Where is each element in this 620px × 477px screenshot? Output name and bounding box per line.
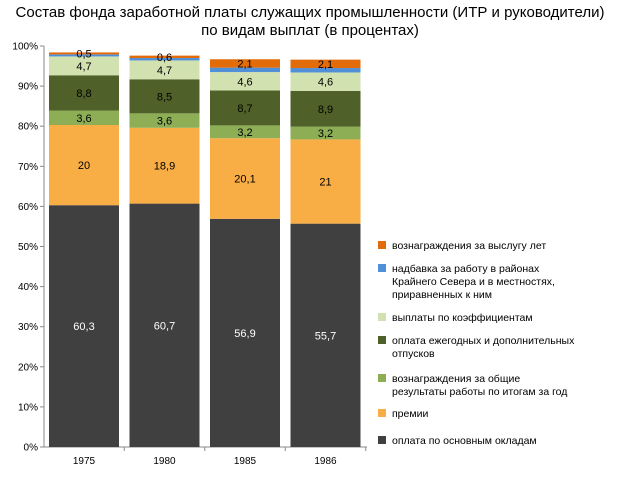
bar-segment [210, 72, 280, 91]
data-label: 0,5 [76, 48, 91, 60]
bar-segment [290, 126, 361, 140]
data-label: 2,1 [318, 59, 333, 71]
data-label: 8,7 [237, 103, 252, 115]
data-label: 4,7 [76, 61, 91, 73]
bar-segment [129, 58, 200, 61]
bar-segment [210, 125, 280, 139]
bar-segment [290, 72, 361, 91]
chart-title-line-1: Состав фонда заработной платы служащих п… [15, 4, 605, 21]
bar-segment [210, 90, 280, 126]
y-tick-label: 10% [18, 402, 38, 413]
legend-label: выплаты по коэффициентам [392, 312, 533, 324]
bar-segment [290, 139, 361, 224]
y-tick-label: 100% [12, 42, 38, 53]
bar-segment [290, 90, 361, 127]
data-label: 8,8 [76, 88, 91, 100]
legend-swatch [378, 264, 386, 272]
bar-segment [49, 56, 119, 76]
x-tick-label: 1980 [153, 456, 176, 467]
legend-label: вознаграждения за выслугу лет [392, 240, 546, 252]
y-tick-label: 80% [18, 122, 38, 133]
data-label: 3,6 [157, 116, 172, 128]
data-label: 3,2 [237, 127, 252, 139]
data-label: 4,7 [157, 65, 172, 77]
bar-segment [129, 60, 200, 80]
data-label: 0,6 [157, 52, 172, 64]
legend-swatch [378, 313, 386, 321]
legend-label: приравненных к ним [392, 289, 492, 301]
chart-legend: вознаграждения за выслугу лет надбавка за… [378, 240, 575, 447]
data-label: 3,6 [76, 113, 91, 125]
bar-segment [210, 59, 280, 68]
legend-label: премии [392, 408, 428, 420]
legend-label: оплата ежегодных и дополнительных [392, 335, 575, 347]
bar-segment [129, 127, 200, 204]
bar-segment [49, 54, 119, 57]
data-label: 60,7 [154, 320, 175, 332]
legend-swatch [378, 409, 386, 417]
y-tick-label: 90% [18, 82, 38, 93]
bar-segment [49, 75, 119, 111]
chart-data-labels: 60,3203,68,84,70,560,718,93,68,54,70,656… [73, 48, 336, 342]
y-tick-label: 70% [18, 162, 38, 173]
data-label: 60,3 [73, 321, 94, 333]
chart-title-line-2: по видам выплат (в процентах) [201, 22, 419, 39]
x-tick-label: 1985 [234, 456, 257, 467]
legend-label: оплата по основным окладам [392, 435, 537, 447]
legend-swatch [378, 374, 386, 382]
legend-label: отпусков [392, 348, 435, 360]
bar-segment [129, 113, 200, 128]
y-tick-label: 50% [18, 242, 38, 253]
data-label: 55,7 [315, 330, 336, 342]
bar-segment [290, 223, 361, 447]
data-label: 4,6 [318, 77, 333, 89]
y-tick-label: 30% [18, 322, 38, 333]
data-label: 8,9 [318, 104, 333, 116]
y-tick-label: 40% [18, 282, 38, 293]
legend-swatch [378, 436, 386, 444]
x-tick-label: 1986 [314, 456, 337, 467]
legend-label: результаты работы по итогам за год [392, 386, 567, 398]
data-label: 21 [319, 177, 331, 189]
data-label: 8,5 [157, 91, 172, 103]
bar-segment [210, 138, 280, 219]
data-label: 20 [78, 160, 90, 172]
bar-segment [290, 59, 361, 69]
bar-segment [49, 110, 119, 125]
data-label: 4,6 [237, 76, 252, 88]
bar-segment [49, 124, 119, 206]
legend-swatch [378, 241, 386, 249]
bar-segment [49, 52, 119, 55]
bar-segment [290, 68, 361, 73]
y-tick-label: 60% [18, 202, 38, 213]
bar-segment [210, 67, 280, 73]
bar-segment [49, 205, 119, 447]
bar-segment [210, 218, 280, 447]
legend-label: надбавка за работу в районах [392, 263, 540, 275]
data-label: 3,2 [318, 128, 333, 140]
data-label: 20,1 [234, 174, 255, 186]
legend-label: вознаграждения за общие [392, 373, 520, 385]
bar-segment [129, 203, 200, 447]
y-tick-label: 0% [24, 443, 39, 454]
legend-label: Крайнего Севера и в местностях, [392, 276, 555, 288]
y-tick-label: 20% [18, 362, 38, 373]
bar-segment [129, 55, 200, 59]
chart-title: Состав фонда заработной платы служащих п… [0, 4, 620, 40]
bar-segment [129, 79, 200, 114]
data-label: 18,9 [154, 161, 175, 173]
x-tick-label: 1975 [73, 456, 96, 467]
data-label: 56,9 [234, 328, 255, 340]
legend-swatch [378, 336, 386, 344]
chart-bars [49, 52, 361, 447]
data-label: 2,1 [237, 58, 252, 70]
